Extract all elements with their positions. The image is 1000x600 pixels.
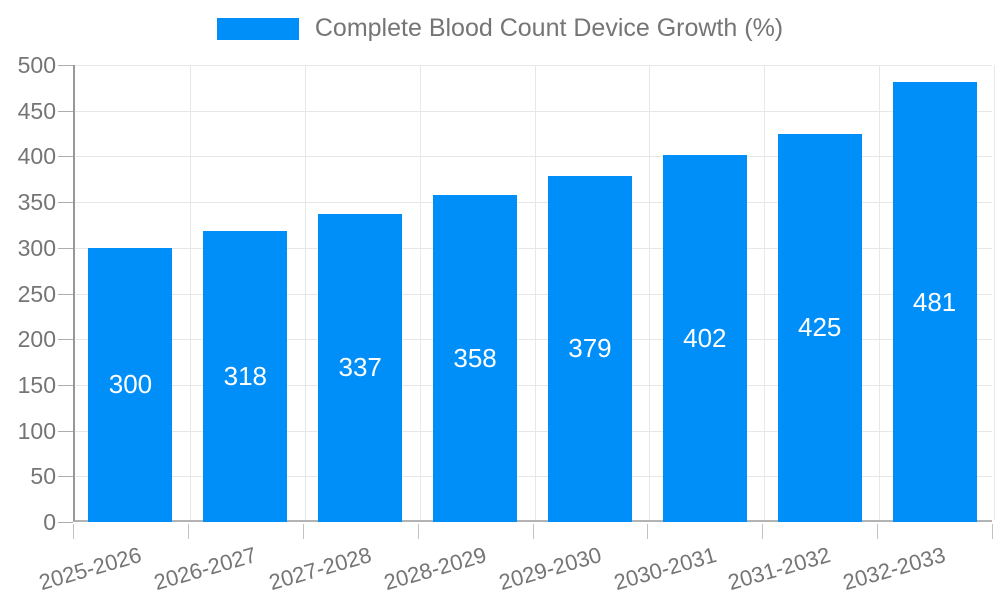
bar[interactable]: 300 <box>88 247 173 522</box>
x-axis-label: 2029-2030 <box>495 542 604 596</box>
x-axis-label: 2032-2033 <box>840 542 949 596</box>
x-axis-tick <box>187 524 189 539</box>
y-axis-tick <box>58 522 73 523</box>
y-axis-label: 500 <box>17 52 56 78</box>
y-axis-tick <box>58 430 73 432</box>
bar[interactable]: 337 <box>318 213 403 522</box>
y-gridline <box>75 202 992 204</box>
y-axis-tick <box>58 384 73 386</box>
y-axis-label: 250 <box>17 280 56 307</box>
bar[interactable]: 358 <box>433 194 518 522</box>
y-gridline <box>75 110 992 112</box>
y-axis-tick <box>58 65 73 66</box>
y-axis-label: 450 <box>17 97 56 124</box>
bar[interactable]: 402 <box>662 154 747 522</box>
y-axis-tick <box>58 202 73 204</box>
x-axis-tick <box>73 524 74 539</box>
y-gridline <box>75 476 992 478</box>
x-axis-tick <box>417 524 419 539</box>
y-axis-tick <box>58 110 73 112</box>
y-axis-label: 150 <box>17 371 56 398</box>
bar-value-label: 300 <box>108 369 153 400</box>
y-axis-tick <box>58 339 73 341</box>
y-gridline <box>75 293 992 295</box>
x-axis-label: 2031-2032 <box>725 542 834 596</box>
y-axis-label: 300 <box>17 234 56 261</box>
x-gridline <box>994 65 995 520</box>
x-axis-label: 2025-2026 <box>36 542 145 596</box>
bar-value-label: 402 <box>683 322 727 353</box>
y-axis-label: 350 <box>17 189 56 216</box>
y-axis-tick <box>58 247 73 249</box>
x-axis-label: 2030-2031 <box>610 542 719 596</box>
x-gridline <box>764 65 766 520</box>
x-axis-tick <box>302 524 304 539</box>
y-gridline <box>75 247 992 249</box>
x-gridline <box>419 65 421 520</box>
chart-legend[interactable]: Complete Blood Count Device Growth (%) <box>0 14 1000 43</box>
x-axis-tick <box>992 524 993 539</box>
x-gridline <box>304 65 306 520</box>
x-axis-tick <box>532 524 534 539</box>
x-gridline <box>879 65 881 520</box>
bar[interactable]: 379 <box>547 175 632 522</box>
x-gridline <box>649 65 651 520</box>
x-axis-label: 2027-2028 <box>266 542 375 596</box>
bar[interactable]: 318 <box>203 231 288 522</box>
bar-value-label: 425 <box>797 312 842 343</box>
bar-value-label: 318 <box>223 361 267 392</box>
x-axis-tick <box>762 524 764 539</box>
y-axis-label: 100 <box>17 417 56 444</box>
plot-area <box>73 65 995 522</box>
bar[interactable]: 425 <box>777 133 862 522</box>
y-axis-label: 400 <box>17 143 56 170</box>
x-axis-tick <box>647 524 649 539</box>
y-gridline <box>75 65 992 66</box>
bar-value-label: 337 <box>338 352 382 383</box>
y-gridline <box>75 430 992 432</box>
x-axis-label: 2028-2029 <box>380 542 489 596</box>
y-gridline <box>75 156 992 158</box>
y-axis-tick <box>58 476 73 478</box>
x-gridline <box>534 65 536 520</box>
bar-value-label: 379 <box>568 333 612 364</box>
y-axis-label: 0 <box>43 509 56 535</box>
y-gridline <box>75 339 992 341</box>
x-axis-tick <box>877 524 879 539</box>
x-axis-label: 2026-2027 <box>151 542 260 596</box>
bar[interactable]: 481 <box>892 82 977 522</box>
bar-value-label: 358 <box>453 342 497 373</box>
y-axis-tick <box>58 293 73 295</box>
y-axis-label: 50 <box>30 463 56 490</box>
x-gridline <box>189 65 191 520</box>
legend-label: Complete Blood Count Device Growth (%) <box>314 14 784 42</box>
legend-swatch <box>216 17 299 40</box>
bar-value-label: 481 <box>912 286 957 317</box>
y-gridline <box>75 384 992 386</box>
y-axis-tick <box>58 156 73 158</box>
y-axis-label: 200 <box>17 326 56 353</box>
